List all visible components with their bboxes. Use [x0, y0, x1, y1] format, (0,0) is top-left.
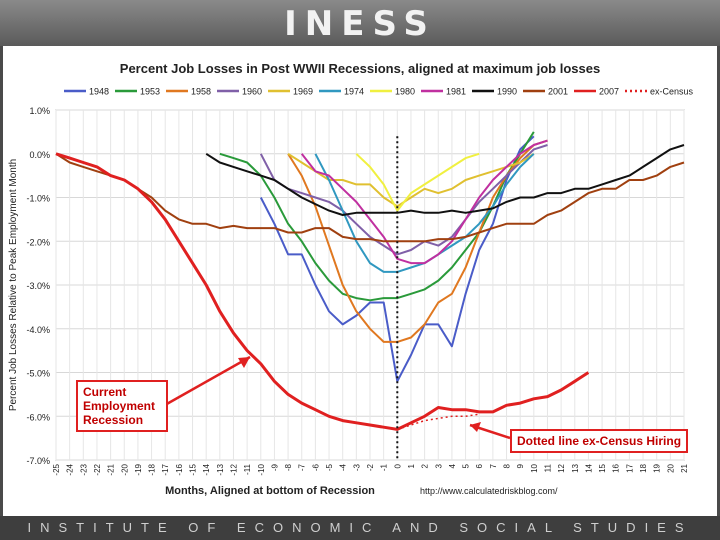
x-axis-label: Months, Aligned at bottom of Recession [165, 485, 375, 497]
legend-label-2001: 2001 [548, 87, 568, 97]
x-tick-label: -12 [229, 463, 238, 475]
legend-label-1948: 1948 [89, 87, 109, 97]
x-tick-label: 7 [489, 463, 498, 468]
x-tick-label: 4 [448, 463, 457, 468]
y-tick-label: -3.0% [26, 281, 50, 291]
x-tick-label: -20 [120, 463, 129, 475]
legend-label-1953: 1953 [140, 87, 160, 97]
series-line-1960 [259, 144, 548, 256]
x-tick-label: 17 [625, 463, 634, 472]
y-tick-label: -2.0% [26, 237, 50, 247]
x-axis: -25 -24 -23 -22 -21 -20 -19 -18 -17 -16 -15 -14 -13-… [52, 463, 689, 475]
grid-lines [55, 109, 685, 461]
x-tick-label: 2 [421, 463, 430, 468]
x-tick-label: -15 [189, 463, 198, 475]
x-tick-label: -3 [352, 463, 361, 471]
source-link[interactable]: http://www.calculatedriskblog.com/ [420, 486, 558, 496]
series-line-1958 [287, 139, 548, 343]
header-band [0, 0, 720, 46]
footer-text: INSTITUTE OF ECONOMIC AND SOCIAL STUDIES [27, 520, 693, 535]
y-tick-label: -4.0% [26, 325, 50, 335]
arrowhead-current [238, 357, 250, 368]
x-tick-label: 19 [653, 463, 662, 472]
y-tick-label: 0.0% [29, 150, 50, 160]
series-line-2001 [55, 152, 685, 243]
x-tick-label: -14 [202, 463, 211, 475]
x-tick-label: 9 [516, 463, 525, 468]
x-tick-label: -9 [270, 463, 279, 471]
x-tick-label: 15 [598, 463, 607, 472]
x-tick-label: -16 [175, 463, 184, 475]
x-tick-label: -13 [216, 463, 225, 475]
legend-label-1958: 1958 [191, 87, 211, 97]
x-tick-label: -19 [134, 463, 143, 475]
x-tick-label: -8 [284, 463, 293, 471]
x-tick-label: -23 [79, 463, 88, 475]
series-line-ex-Census [397, 413, 480, 431]
series-line-1981 [300, 139, 548, 265]
x-tick-label: -4 [339, 463, 348, 471]
x-tick-label: -11 [243, 463, 252, 475]
x-tick-label: 6 [475, 463, 484, 468]
x-tick-label: 20 [666, 463, 675, 472]
legend-label-1969: 1969 [293, 87, 313, 97]
series-line-1980 [355, 152, 480, 212]
callout-ex-census: Dotted line ex-Census Hiring [510, 429, 689, 453]
arrowhead-dotted [470, 422, 481, 432]
x-tick-label: 12 [557, 463, 566, 472]
x-tick-label: 11 [543, 463, 552, 472]
y-tick-label: 1.0% [29, 106, 50, 116]
x-tick-label: -7 [298, 463, 307, 471]
legend-label-2007: 2007 [599, 87, 619, 97]
y-axis-label: Percent Job Losses Relative to Peak Empl… [8, 159, 19, 411]
series-lines [55, 131, 685, 431]
x-tick-label: -21 [107, 463, 116, 475]
footer-band [0, 516, 720, 540]
x-tick-label: 8 [503, 463, 512, 468]
x-tick-label: -25 [52, 463, 61, 475]
x-tick-label: 14 [584, 463, 593, 472]
x-tick-label: 0 [393, 463, 402, 468]
iness-logo: INESS [284, 4, 436, 44]
y-tick-label: -1.0% [26, 194, 50, 204]
x-tick-label: 10 [530, 463, 539, 472]
x-tick-label: -17 [161, 463, 170, 475]
callout-current-recession: Current Employment Recession [76, 380, 168, 432]
x-tick-label: -6 [311, 463, 320, 471]
x-tick-label: -22 [93, 463, 102, 475]
arrow-current [164, 355, 251, 407]
y-tick-label: -7.0% [26, 456, 50, 466]
x-tick-label: -18 [148, 463, 157, 475]
x-tick-label: 16 [612, 463, 621, 472]
x-tick-label: 1 [407, 463, 416, 468]
legend-label-1974: 1974 [344, 87, 364, 97]
y-tick-label: -5.0% [26, 369, 50, 379]
x-tick-label: -24 [66, 463, 75, 475]
legend-label-1980: 1980 [395, 87, 415, 97]
legend-label-1981: 1981 [446, 87, 466, 97]
series-line-2007 [55, 152, 590, 431]
y-axis: 1.0% 0.0% -1.0% -2.0% -3.0% -4.0% -5.0% -6.0% -7… [26, 106, 50, 466]
x-tick-label: -1 [380, 463, 389, 471]
x-tick-label: -5 [325, 463, 334, 471]
x-tick-label: -10 [257, 463, 266, 475]
y-tick-label: -6.0% [26, 412, 50, 422]
series-line-1990 [205, 144, 685, 216]
chart-title: Percent Job Losses in Post WWII Recessio… [120, 61, 600, 76]
legend-label-ex-Census: ex-Census [650, 87, 694, 97]
chart-legend: 1948 1953 1958 1960 1969 1974 1980 1981 1990 2001… [64, 87, 694, 97]
x-tick-label: -2 [366, 463, 375, 471]
x-tick-label: 18 [639, 463, 648, 472]
x-tick-label: 13 [571, 463, 580, 472]
legend-label-1990: 1990 [497, 87, 517, 97]
legend-label-1960: 1960 [242, 87, 262, 97]
x-tick-label: 21 [680, 463, 689, 472]
x-tick-label: 5 [462, 463, 471, 468]
x-tick-label: 3 [434, 463, 443, 468]
